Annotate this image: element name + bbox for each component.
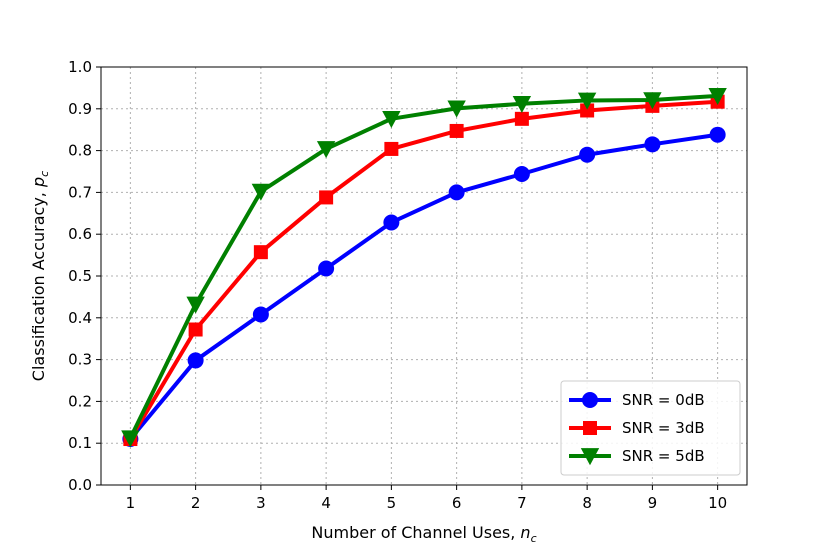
legend-marker	[580, 448, 600, 466]
data-point	[186, 296, 205, 314]
x-tick-label: 9	[648, 494, 658, 512]
series-line	[128, 132, 718, 441]
data-point	[449, 123, 464, 138]
legend-entry: SNR = 0dB	[569, 391, 705, 409]
data-point	[512, 95, 532, 113]
data-point	[316, 141, 336, 159]
x-tick-label: 2	[191, 494, 201, 512]
x-tick-label: 4	[321, 494, 331, 512]
x-tick-label: 7	[517, 494, 527, 512]
legend-box	[560, 380, 741, 476]
data-point	[121, 430, 140, 448]
x-axis: 1 2 3 4 5 6 7 8 9 10	[126, 485, 727, 512]
data-point	[383, 214, 400, 231]
data-point	[643, 92, 662, 110]
y-tick-label: 1.0	[68, 58, 92, 76]
y-axis-label-subscript: c	[38, 171, 51, 177]
legend-label: SNR = 3dB	[622, 419, 705, 437]
data-point	[448, 184, 465, 201]
x-tick-label: 8	[582, 494, 592, 512]
data-point	[252, 306, 269, 323]
data-point	[318, 260, 335, 277]
data-point	[187, 352, 204, 369]
y-tick-label: 0.1	[68, 434, 92, 452]
series-1	[122, 126, 726, 448]
legend: SNR = 0dB SNR = 3dB SNR = 5dB	[560, 380, 741, 476]
x-axis-label-subscript: c	[531, 532, 537, 545]
data-point	[253, 245, 268, 260]
series-2	[123, 94, 725, 447]
x-tick-label: 6	[452, 494, 462, 512]
y-tick-label: 0.8	[68, 142, 92, 160]
data-point	[579, 146, 596, 163]
y-axis-label-variable: p	[29, 177, 48, 188]
series-line	[128, 93, 718, 440]
y-tick-label: 0.0	[68, 476, 92, 494]
data-point	[384, 141, 399, 156]
x-tick-label: 5	[387, 494, 397, 512]
data-point	[580, 103, 595, 118]
data-point	[514, 111, 529, 126]
y-axis-label: Classification Accuracy, pc	[29, 171, 51, 381]
x-axis-label: Number of Channel Uses, nc	[311, 523, 536, 545]
data-point	[251, 183, 271, 201]
y-tick-label: 0.5	[68, 267, 92, 285]
legend-marker	[582, 392, 598, 408]
y-tick-label: 0.6	[68, 225, 92, 243]
legend-entry: SNR = 3dB	[569, 419, 705, 437]
x-tick-label: 1	[126, 494, 136, 512]
legend-label: SNR = 0dB	[622, 391, 705, 409]
series-3	[121, 88, 727, 448]
data-point	[577, 92, 597, 110]
y-tick-label: 0.4	[68, 309, 92, 327]
data-point	[382, 111, 401, 129]
data-point	[708, 88, 727, 106]
y-tick-label: 0.2	[68, 392, 92, 410]
data-point	[447, 100, 466, 118]
legend-label: SNR = 5dB	[622, 447, 705, 465]
data-point	[513, 166, 530, 183]
data-point	[188, 322, 203, 337]
data-point	[709, 126, 726, 143]
x-tick-label: 3	[256, 494, 266, 512]
x-axis-label-variable: n	[520, 523, 530, 542]
data-point	[319, 190, 334, 205]
y-tick-label: 0.9	[68, 100, 92, 118]
y-axis: 0.0 0.1 0.2 0.3 0.4 0.5 0.6 0.7 0.8 0.9 1.0	[68, 58, 101, 494]
data-point	[644, 136, 661, 153]
y-tick-label: 0.3	[68, 351, 92, 369]
legend-marker	[583, 421, 597, 435]
x-tick-label: 10	[708, 494, 727, 512]
series-layer	[121, 88, 727, 448]
y-tick-label: 0.7	[68, 183, 92, 201]
series-line	[128, 99, 718, 441]
legend-entry: SNR = 5dB	[569, 447, 705, 466]
